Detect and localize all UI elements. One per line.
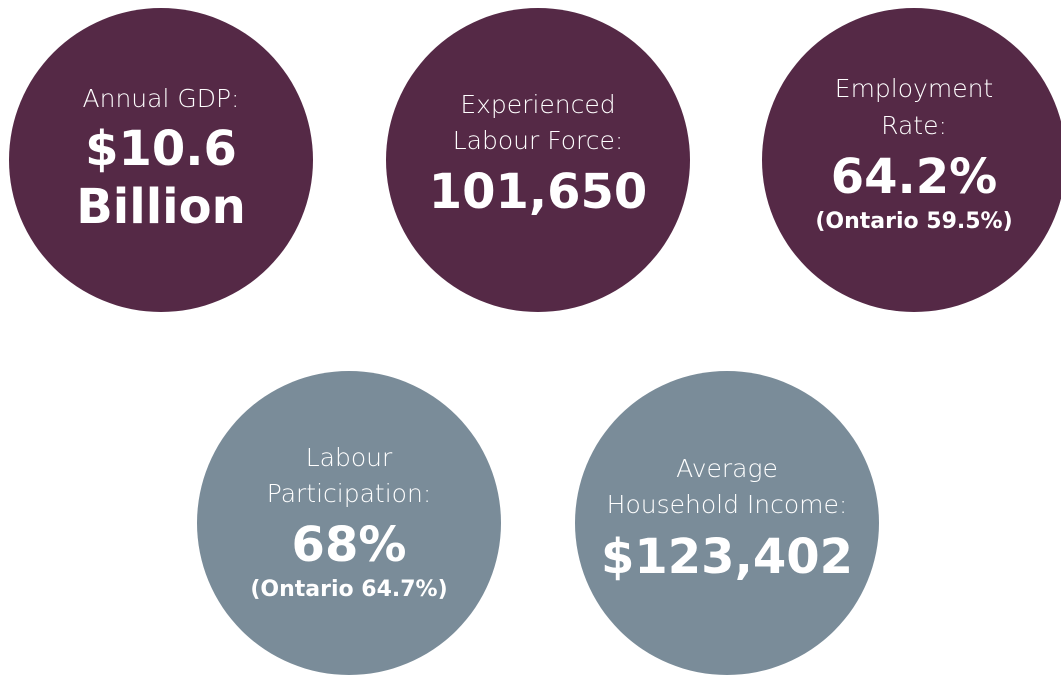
stat-label: Household Income: <box>607 490 848 519</box>
stat-circle: Employment Rate: 64.2% (Ontario 59.5%) <box>762 8 1061 312</box>
circle <box>762 8 1061 312</box>
stat-label: Rate: <box>881 111 947 140</box>
stat-label: Annual GDP: <box>83 84 240 113</box>
circle <box>575 371 879 675</box>
stat-value: 101,650 <box>429 164 648 220</box>
stat-value: 64.2% <box>831 149 998 205</box>
circle <box>386 8 690 312</box>
stat-note: (Ontario 59.5%) <box>815 209 1012 234</box>
stat-value: 68% <box>292 517 407 573</box>
stat-note: (Ontario 64.7%) <box>250 577 447 602</box>
stat-circle: Average Household Income: $123,402 <box>575 371 879 675</box>
stat-label: Labour <box>306 443 393 472</box>
circle <box>9 8 313 312</box>
circle <box>197 371 501 675</box>
stat-label: Average <box>676 454 778 483</box>
stat-label: Participation: <box>267 479 432 508</box>
stat-circle: Labour Participation: 68% (Ontario 64.7%) <box>197 371 501 675</box>
stat-value: $123,402 <box>601 529 853 585</box>
stat-circle: Experienced Labour Force: 101,650 <box>386 8 690 312</box>
stat-label: Employment <box>835 74 993 103</box>
stat-value: Billion <box>76 179 246 235</box>
stat-label: Experienced <box>460 90 615 119</box>
stat-label: Labour Force: <box>453 126 624 155</box>
stat-value: $10.6 <box>85 121 237 177</box>
